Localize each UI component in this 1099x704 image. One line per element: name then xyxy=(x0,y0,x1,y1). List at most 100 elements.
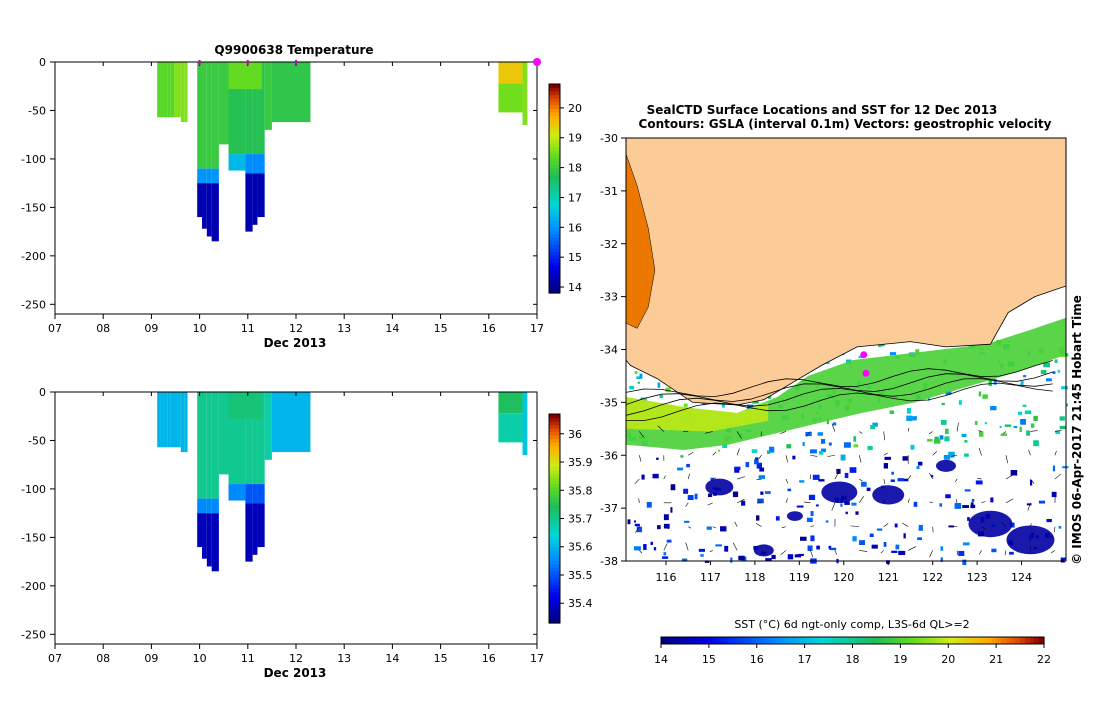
sst-cell xyxy=(788,554,793,559)
profile-column xyxy=(197,169,202,184)
sst-colorbar-cell xyxy=(915,637,920,644)
colorbar-cell xyxy=(549,512,560,516)
x-tick-label: 12 xyxy=(289,322,303,335)
sst-cell xyxy=(1047,519,1052,522)
colorbar-cell xyxy=(549,571,560,575)
colorbar-cell xyxy=(549,286,560,290)
sst-colorbar-cell xyxy=(771,637,776,644)
sst-colorbar-cell xyxy=(833,637,838,644)
sst-colorbar-cell xyxy=(838,637,843,644)
sst-cell xyxy=(816,546,820,550)
profile-column xyxy=(253,503,258,554)
sst-cell xyxy=(1062,466,1068,468)
colorbar-tick-label: 17 xyxy=(568,191,582,204)
profile-data xyxy=(157,392,527,571)
colorbar-cell xyxy=(549,178,560,182)
profile-column xyxy=(202,392,207,499)
sst-cell xyxy=(895,524,898,528)
sst-cell xyxy=(990,497,993,502)
sst-cell xyxy=(939,503,942,506)
sst-cell xyxy=(891,472,894,475)
map-y-tick-label: -31 xyxy=(600,185,618,198)
sst-cell xyxy=(638,382,640,384)
sst-cell xyxy=(898,551,905,555)
sst-cell xyxy=(958,551,964,556)
sst-cell xyxy=(647,502,652,508)
sst-cell xyxy=(628,519,631,524)
profile-column xyxy=(171,62,174,117)
profile-column xyxy=(245,484,252,503)
profile-column xyxy=(523,62,528,125)
sst-colorbar-cell xyxy=(795,637,800,644)
profile-column xyxy=(245,503,252,561)
sst-cell xyxy=(759,468,764,472)
sst-cell xyxy=(945,429,949,434)
sst-cell xyxy=(715,544,722,546)
profile-column xyxy=(229,392,263,419)
sst-colorbar-cell xyxy=(661,637,666,644)
sst-cell xyxy=(810,449,817,453)
y-tick-label: -100 xyxy=(21,153,46,166)
sst-colorbar-cell xyxy=(762,637,767,644)
sst-colorbar-cell xyxy=(781,637,786,644)
colorbar-tick-label: 36 xyxy=(568,428,582,441)
colorbar-cell xyxy=(549,592,560,596)
sst-cell xyxy=(927,439,933,442)
profile-column xyxy=(212,62,219,169)
sst-colorbar-cell xyxy=(929,637,934,644)
colorbar-cell xyxy=(549,424,560,428)
profile-column xyxy=(161,392,164,447)
sst-cell xyxy=(657,525,661,529)
sst-cell xyxy=(1052,492,1057,497)
sst-cell xyxy=(890,352,896,355)
sst-cell xyxy=(991,549,996,553)
x-tick-label: 14 xyxy=(385,322,399,335)
y-tick-label: -100 xyxy=(21,483,46,496)
sst-cell xyxy=(680,455,683,457)
sst-cell xyxy=(1027,503,1032,505)
colorbar-cell xyxy=(549,539,560,543)
sst-cell xyxy=(1021,381,1024,385)
sst-cell xyxy=(942,403,945,405)
sst-colorbar-tick-label: 17 xyxy=(798,653,812,666)
sst-cell xyxy=(877,528,882,530)
sst-cell xyxy=(819,451,823,455)
sst-cell xyxy=(634,520,636,522)
colorbar-cell xyxy=(549,150,560,154)
sst-colorbar-cell xyxy=(747,637,752,644)
sst-cell xyxy=(1014,426,1018,428)
colorbar-tick-label: 16 xyxy=(568,221,582,234)
sst-cell xyxy=(809,495,815,500)
colorbar-cell xyxy=(549,543,560,547)
colorbar-cell xyxy=(549,553,560,557)
sst-cell xyxy=(695,494,698,500)
x-tick-label: 17 xyxy=(530,652,544,665)
sst-cell xyxy=(786,444,791,448)
sst-cell xyxy=(1033,416,1038,421)
profile-column xyxy=(229,154,246,170)
y-tick-label: 0 xyxy=(39,386,46,399)
sst-cell xyxy=(667,540,672,543)
sst-cell xyxy=(982,394,987,398)
y-tick-label: -50 xyxy=(28,104,46,117)
x-tick-label: 12 xyxy=(289,652,303,665)
sst-cell xyxy=(1009,552,1014,555)
profile-column xyxy=(174,392,177,447)
colorbar-cell xyxy=(549,237,560,241)
sst-cell xyxy=(730,558,732,563)
sst-cell xyxy=(846,512,848,514)
sst-cell xyxy=(976,480,983,484)
profile-column xyxy=(257,484,264,503)
map-x-tick-label: 120 xyxy=(833,571,854,584)
sst-cell xyxy=(1023,405,1027,407)
sst-colorbar-cell xyxy=(680,637,685,644)
profile-column xyxy=(245,154,252,173)
colorbar-tick-label: 19 xyxy=(568,132,582,145)
colorbar-cell xyxy=(549,466,560,470)
colorbar-cell xyxy=(549,567,560,571)
sst-cell xyxy=(765,558,771,561)
profile-column xyxy=(207,169,212,184)
colorbar-cell xyxy=(549,87,560,91)
